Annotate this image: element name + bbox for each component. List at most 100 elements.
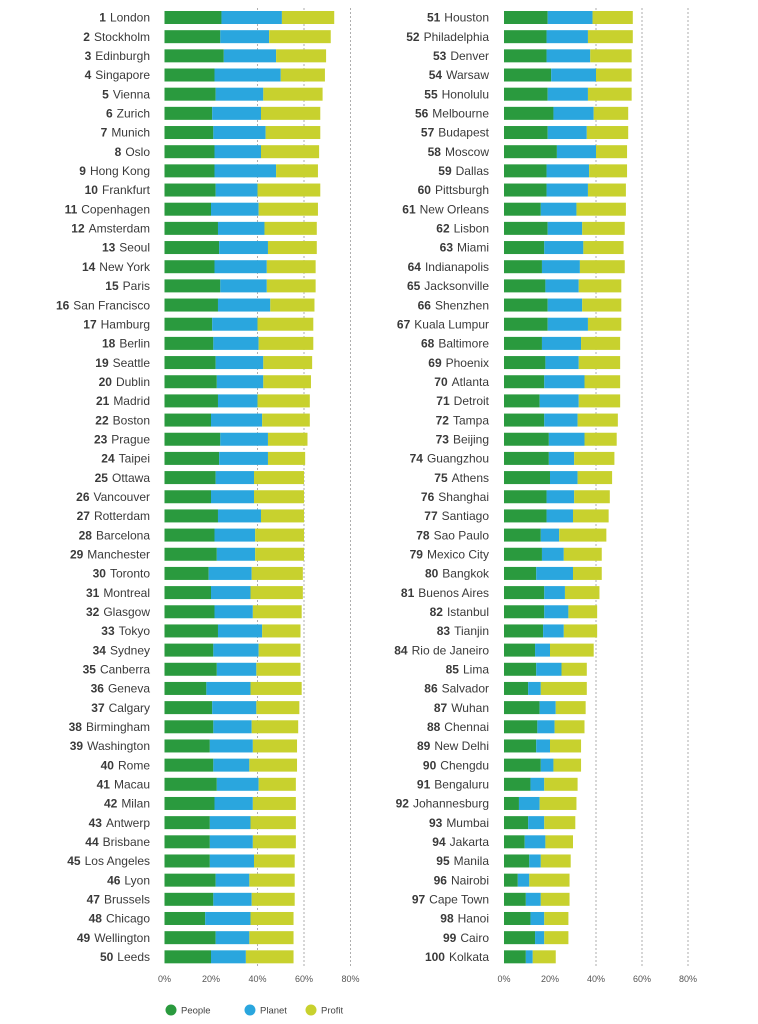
city-label-46: 46 Lyon [107,873,150,887]
city-name: Beijing [453,432,489,446]
city-label-83: 83 Tianjin [437,624,489,638]
bar-10-planet [215,183,258,197]
bar-8-planet [214,145,261,159]
bar-34-profit [258,643,301,657]
city-name: Cape Town [429,893,489,907]
bar-66-planet [547,298,583,312]
bar-7-people [164,126,214,140]
right-tick-label-80: 80% [679,974,697,984]
rank-label: 75 [434,471,448,485]
bar-29-profit [255,547,305,561]
rank-label: 40 [101,758,115,772]
bar-79-people [504,547,542,561]
rank-label: 84 [394,643,408,657]
left-tick-label-80: 80% [341,974,359,984]
rank-label: 59 [438,164,452,178]
rank-label: 35 [83,662,97,676]
city-name: Warsaw [446,68,489,82]
bar-32-planet [214,605,253,619]
bar-19-profit [263,356,313,370]
city-name: Hong Kong [90,164,150,178]
bar-51-planet [547,11,593,24]
rank-label: 3 [85,49,92,63]
bar-97-people [504,892,526,906]
bar-5-planet [215,87,264,101]
bar-74-planet [548,451,575,465]
bar-82-profit [568,605,598,619]
bar-12-planet [217,221,265,235]
bar-3-planet [223,49,277,63]
bar-74-people [504,451,549,465]
city-label-51: 51 Houston [427,11,489,25]
bar-86-profit [540,681,587,695]
rank-label: 10 [85,183,99,197]
city-label-97: 97 Cape Town [412,893,489,907]
city-label-6: 6 Zurich [106,107,150,121]
rank-label: 81 [401,586,415,600]
rank-label: 61 [402,202,416,216]
bar-22-planet [211,413,263,427]
bar-35-people [164,662,217,676]
city-name: Baltimore [438,337,489,351]
rank-label: 89 [417,739,431,753]
city-label-76: 76 Shanghai [421,490,489,504]
city-label-82: 82 Istanbul [430,605,489,619]
city-name: Chicago [106,912,150,926]
bar-6-planet [212,106,261,120]
bar-71-planet [539,394,579,408]
bar-83-people [504,624,544,638]
bar-15-people [164,279,221,293]
bar-67-profit [587,317,622,331]
city-label-3: 3 Edinburgh [85,49,150,63]
bar-49-profit [249,931,294,945]
rank-label: 2 [83,30,90,44]
bar-54-profit [596,68,632,82]
bar-64-planet [541,260,580,274]
bar-23-planet [220,432,268,446]
bar-35-profit [256,662,301,676]
bar-28-people [164,528,215,542]
bar-31-profit [250,586,303,600]
bar-4-profit [280,68,325,82]
city-label-88: 88 Chennai [427,720,489,734]
city-name: Lisbon [454,222,489,236]
bar-47-people [164,892,214,906]
rank-label: 99 [443,931,457,945]
city-name: Budapest [438,126,489,140]
rank-label: 68 [421,337,435,351]
rank-label: 34 [93,643,107,657]
bar-18-profit [258,336,314,350]
city-name: Tampa [453,413,489,427]
city-name: Toronto [110,567,150,581]
rank-label: 36 [91,682,105,696]
bar-1-profit [281,11,335,24]
city-label-91: 91 Bengaluru [417,778,489,792]
bar-57-profit [586,126,629,140]
city-name: Stockholm [94,30,150,44]
bar-24-planet [219,451,268,465]
city-label-89: 89 New Delhi [417,739,489,753]
city-name: Bangkok [442,567,490,581]
rank-label: 94 [432,835,446,849]
legend: People Planet Profit [165,1004,344,1017]
rank-label: 42 [104,797,118,811]
rank-label: 51 [427,11,441,25]
city-label-1: 1 London [99,11,150,25]
bar-15-profit [266,279,316,293]
bar-44-planet [209,835,253,849]
bar-42-people [164,796,215,810]
bar-11-profit [258,202,318,216]
bar-76-profit [574,490,610,504]
city-name: Indianapolis [425,260,489,274]
bar-89-people [504,739,537,753]
bar-89-profit [550,739,582,753]
rank-label: 31 [86,586,100,600]
city-label-50: 50 Leeds [100,950,150,964]
bar-48-people [164,911,206,925]
bar-57-people [504,126,548,140]
bar-6-people [164,106,213,120]
city-name: Pittsburgh [435,183,489,197]
rank-label: 88 [427,720,441,734]
bar-95-profit [540,854,571,868]
bar-38-profit [251,720,299,734]
